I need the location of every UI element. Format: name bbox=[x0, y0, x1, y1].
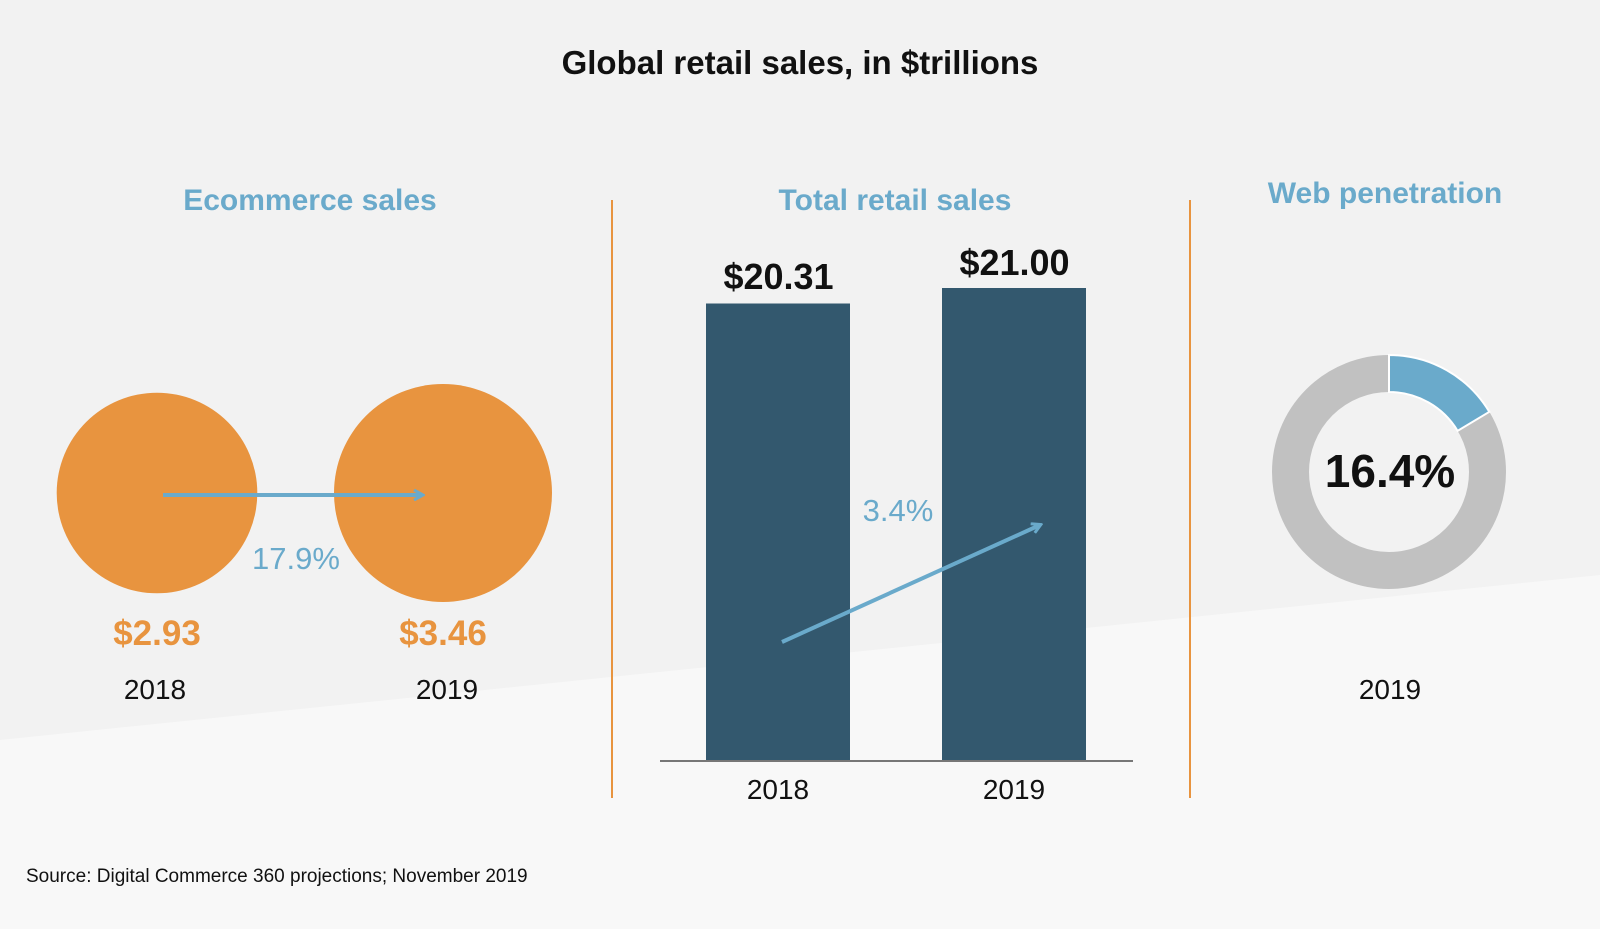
ecommerce-value-label-2019: $3.46 bbox=[399, 614, 487, 653]
panel-title-web-penetration: Web penetration bbox=[1267, 177, 1503, 210]
bar-year-label-2018: 2018 bbox=[746, 774, 810, 805]
ecommerce-bubble-2019 bbox=[334, 384, 552, 602]
web-penetration-center-label: 16.4% bbox=[1324, 445, 1456, 497]
web-penetration-donut bbox=[1272, 353, 1506, 589]
ecommerce-year-label-2018: 2018 bbox=[123, 674, 187, 705]
retail-bars bbox=[706, 288, 1086, 761]
divider-left bbox=[611, 200, 613, 798]
retail-growth-arrow bbox=[781, 525, 1040, 644]
source-note: Source: Digital Commerce 360 projections… bbox=[26, 866, 528, 887]
retail-growth-label: 3.4% bbox=[862, 493, 934, 528]
ecommerce-bubbles bbox=[56, 384, 552, 602]
ecommerce-growth-label: 17.9% bbox=[252, 541, 340, 576]
chart-title: Global retail sales, in $trillions bbox=[561, 44, 1039, 81]
divider-right bbox=[1189, 200, 1191, 798]
bar-value-label-2018: $20.31 bbox=[723, 256, 834, 297]
ecommerce-bubble-2018 bbox=[56, 392, 258, 594]
bar-year-label-2019: 2019 bbox=[982, 774, 1046, 805]
donut-value-slice bbox=[1388, 353, 1491, 433]
bar-value-label-2019: $21.00 bbox=[959, 242, 1070, 283]
bar-2018 bbox=[706, 303, 850, 761]
bar-2019 bbox=[942, 288, 1086, 761]
web-penetration-year-label: 2019 bbox=[1358, 674, 1422, 705]
panel-title-total-retail: Total retail sales bbox=[778, 184, 1012, 217]
panel-title-ecommerce: Ecommerce sales bbox=[183, 184, 437, 217]
ecommerce-value-label-2018: $2.93 bbox=[113, 614, 201, 653]
ecommerce-year-label-2019: 2019 bbox=[415, 674, 479, 705]
